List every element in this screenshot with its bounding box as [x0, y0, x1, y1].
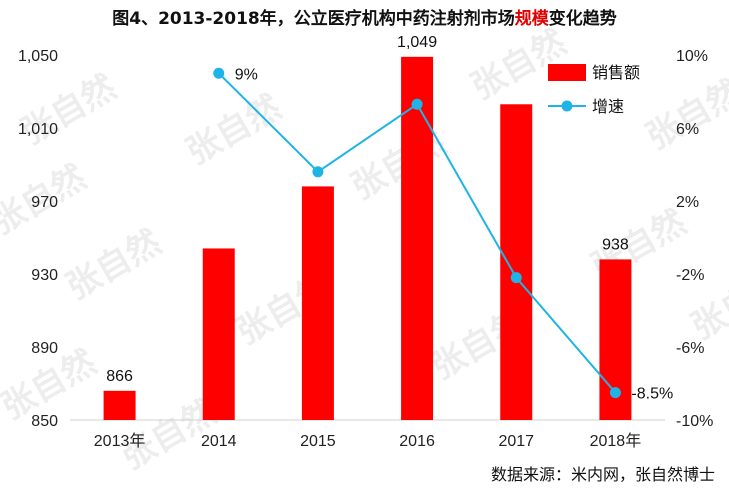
y-left-tick-label: 850 — [31, 413, 58, 430]
bar — [103, 390, 136, 420]
watermark-text: 张自然 — [180, 87, 288, 173]
x-tick-label: 2014 — [201, 433, 237, 450]
x-tick-label: 2017 — [498, 433, 534, 450]
y-right-tick-label: 10% — [676, 48, 708, 65]
line-point — [510, 272, 522, 284]
source-note: 数据来源：米内网，张自然博士 — [490, 465, 715, 484]
y-left-tick-label: 930 — [31, 267, 58, 284]
bar-data-label: 1,049 — [397, 34, 437, 51]
title-text-end: 变化趋势 — [548, 9, 617, 29]
bar — [500, 104, 533, 421]
line-point — [312, 166, 324, 178]
y-left-tick-label: 1,010 — [18, 121, 58, 138]
line-point — [609, 387, 621, 399]
y-left-tick-label: 1,050 — [18, 48, 58, 65]
chart-title: 图4、2013-2018年，公立医疗机构中药注射剂市场规模变化趋势 — [0, 4, 729, 29]
line-series: 9% -8.5% — [213, 66, 673, 403]
y-left-tick-label: 890 — [31, 340, 58, 357]
legend-bar-swatch — [548, 64, 586, 81]
y-left-tick-label: 970 — [31, 194, 58, 211]
x-tick-label: 2016 — [399, 433, 435, 450]
watermark-text: 张自然 — [60, 222, 168, 308]
bar-data-label: 866 — [106, 368, 133, 385]
y-right-tick-label: -2% — [676, 267, 704, 284]
bar — [401, 56, 434, 420]
x-tick-label: 2013年 — [94, 432, 146, 450]
axes: 850 890 930 970 1,010 1,050 -10% -6% -2% 2% 6% 10% 2… — [18, 48, 713, 450]
bar — [202, 248, 235, 420]
title-highlight: 规模 — [514, 9, 549, 29]
title-text: 图4、2013-2018年，公立医疗机构中药注射剂市场 — [112, 9, 515, 29]
bar-data-label: 938 — [602, 236, 629, 253]
legend-line-label: 增速 — [592, 97, 624, 116]
bar — [301, 186, 334, 420]
x-tick-label: 2018年 — [590, 432, 642, 450]
y-right-tick-label: 2% — [676, 194, 699, 211]
watermark-text: 张自然 — [640, 72, 729, 158]
watermark-text: 张自然 — [15, 67, 123, 153]
legend-bar-label: 销售额 — [592, 63, 640, 82]
legend-line-marker — [561, 100, 573, 112]
y-right-tick-label: -10% — [676, 413, 713, 430]
line-point — [213, 67, 225, 79]
bar-series: 866 1,049 938 — [103, 34, 632, 421]
y-right-tick-label: 6% — [676, 121, 699, 138]
y-right-tick-label: -6% — [676, 340, 704, 357]
x-tick-label: 2015 — [300, 433, 336, 450]
line-data-label: -8.5% — [631, 386, 673, 403]
watermark-text: 张自然 — [345, 122, 453, 208]
line-point — [411, 98, 423, 110]
line-data-label: 9% — [235, 66, 258, 83]
